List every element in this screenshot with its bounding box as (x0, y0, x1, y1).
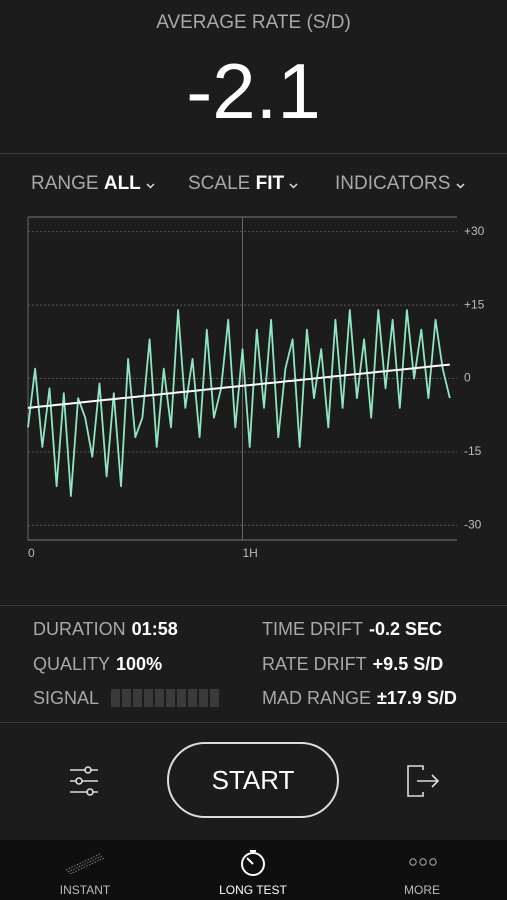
control-value: FIT (255, 173, 285, 194)
stat-label: TIME DRIFT (262, 619, 363, 639)
separator (0, 605, 507, 606)
stat: SIGNAL (33, 688, 223, 709)
header-value: -2.1 (186, 47, 321, 135)
tab-long-test[interactable]: LONG TEST (219, 883, 287, 897)
control-label: SCALE (188, 173, 251, 194)
scale-control[interactable]: SCALE FIT (188, 173, 298, 195)
chart: +30 +15 0 -15 -30 0 1H (27, 216, 485, 560)
x-tick-label: 0 (28, 546, 35, 560)
trend-line (27, 363, 450, 409)
chevron (456, 183, 465, 189)
tab-instant[interactable]: INSTANT (59, 883, 111, 897)
y-tick-label: +15 (464, 297, 485, 311)
start-button[interactable]: START (167, 742, 339, 818)
y-tick-label: +30 (464, 224, 485, 238)
y-tick-label: 0 (464, 371, 471, 385)
stat-value: 100% (116, 654, 163, 674)
tab-more[interactable]: MORE (404, 883, 440, 897)
separator (0, 722, 507, 723)
tab-icon (241, 850, 265, 876)
exit-button[interactable] (405, 764, 441, 798)
stat: DURATION 01:58 (33, 619, 178, 640)
settings-button[interactable] (68, 765, 100, 797)
tab-icon (409, 858, 437, 866)
y-tick-label: -15 (464, 444, 482, 458)
tab-icon (66, 853, 105, 874)
stat-value: ±17.9 S/D (377, 688, 457, 708)
separator (0, 153, 507, 154)
control-label: RANGE (31, 173, 99, 194)
stat: RATE DRIFT +9.5 S/D (262, 654, 443, 675)
stat-value: -0.2 SEC (369, 619, 443, 639)
stat-value: +9.5 S/D (372, 654, 444, 674)
rate-line (27, 309, 451, 497)
stat-label: RATE DRIFT (262, 654, 367, 674)
control-value: ALL (103, 173, 141, 194)
stat-label: SIGNAL (33, 688, 99, 708)
stat: TIME DRIFT -0.2 SEC (262, 619, 442, 640)
chevron (146, 183, 155, 189)
stat-label: MAD RANGE (262, 688, 372, 708)
range-control[interactable]: RANGE ALL (31, 173, 155, 195)
stat: QUALITY 100% (33, 654, 162, 675)
control-label: INDICATORS (335, 173, 451, 194)
chevron (289, 183, 298, 189)
stat-label: DURATION (33, 619, 126, 639)
y-tick-label: -30 (464, 517, 482, 531)
header-label: AVERAGE RATE (S/D) (156, 12, 351, 33)
x-tick-label: 1H (243, 546, 258, 560)
indicators-control[interactable]: INDICATORS (335, 173, 465, 195)
stat: MAD RANGE ±17.9 S/D (262, 688, 457, 709)
stat-label: QUALITY (33, 654, 111, 674)
signal-meter (111, 689, 220, 707)
stat-value: 01:58 (131, 619, 178, 639)
